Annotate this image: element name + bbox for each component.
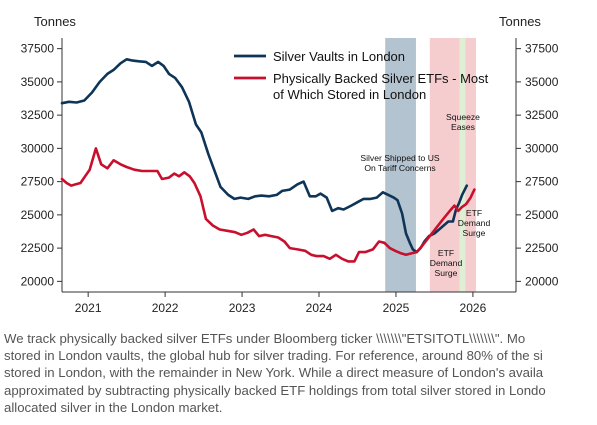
right-y-tick-label: 37500 <box>525 42 559 56</box>
right-y-tick-label: 30000 <box>525 141 559 155</box>
series-line-silver-etfs <box>60 147 476 263</box>
series-lines <box>60 58 476 263</box>
annotation-etf-surge-2: ETF Demand Surge <box>458 208 491 238</box>
annotation-etf-surge-1: ETF Demand Surge <box>430 248 463 278</box>
left-y-tick-label: 20000 <box>21 274 55 288</box>
caption: We track physically backed silver ETFs u… <box>4 330 597 416</box>
x-tick-label: 2024 <box>306 301 333 315</box>
caption-line: We track physically backed silver ETFs u… <box>4 331 526 346</box>
right-y-tick-label: 25000 <box>525 208 559 222</box>
x-tick-label: 2025 <box>383 301 410 315</box>
x-tick-label: 2026 <box>460 301 487 315</box>
right-y-unit-label: Tonnes <box>499 14 541 29</box>
left-y-tick-label: 37500 <box>21 42 55 56</box>
left-y-tick-label: 32500 <box>21 108 55 122</box>
legend: Silver Vaults in London Physically Backed… <box>234 49 489 102</box>
right-y-tick-label: 32500 <box>525 108 559 122</box>
x-tick-label: 2023 <box>229 301 256 315</box>
legend-entry-silver-etfs: Physically Backed Silver ETFs - Most of W… <box>234 71 489 102</box>
annotation-squeeze-eases: Squeeze Eases <box>446 112 480 132</box>
legend-label: Silver Vaults in London <box>273 49 405 64</box>
legend-label: Physically Backed Silver ETFs - Most of W… <box>273 71 489 102</box>
shaded-regions <box>385 38 476 292</box>
caption-line: allocated silver in the London market. <box>4 399 223 415</box>
left-y-tick-label: 25000 <box>21 208 55 222</box>
caption-line: stored in London vaults, the global hub … <box>4 348 543 364</box>
right-y-tick-label: 35000 <box>525 75 559 89</box>
shaded-region-etf-surge-1 <box>429 38 460 292</box>
chart: 20000 20000 22500 22500 25000 25000 27500 27500… <box>21 14 559 315</box>
right-y-tick-label: 22500 <box>525 241 559 255</box>
left-y-tick-label: 30000 <box>21 141 55 155</box>
annotation-tariff: Silver Shipped to US On Tariff Concerns <box>360 153 440 173</box>
left-y-tick-label: 35000 <box>21 75 55 89</box>
left-y-tick-label: 22500 <box>21 241 55 255</box>
axes: 20000 20000 22500 22500 25000 25000 27500 27500… <box>21 14 559 315</box>
left-y-tick-label: 27500 <box>21 175 55 189</box>
legend-entry-silver-vaults: Silver Vaults in London <box>234 49 405 64</box>
x-tick-label: 2022 <box>152 301 179 315</box>
caption-line: approximated by subtracting physically b… <box>4 382 546 398</box>
caption-line: stored in London, with the remainder in … <box>4 365 544 381</box>
x-tick-label: 2021 <box>75 301 102 315</box>
shaded-region-squeeze-eases <box>459 38 466 292</box>
shaded-region-etf-surge-2 <box>465 38 476 292</box>
region-annotations: Silver Shipped to US On Tariff Concerns ET… <box>360 112 490 278</box>
right-y-tick-label: 27500 <box>525 175 559 189</box>
left-y-unit-label: Tonnes <box>34 14 76 29</box>
right-y-tick-label: 20000 <box>525 274 559 288</box>
